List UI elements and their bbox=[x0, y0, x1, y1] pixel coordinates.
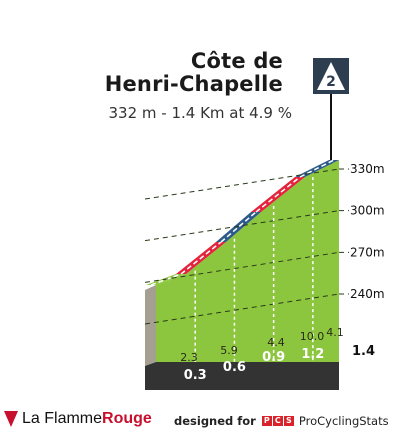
gradient-labels: 2.3 5.9 4.4 10.0 4.1 bbox=[180, 326, 344, 364]
profile-side bbox=[145, 285, 156, 366]
grid-line bbox=[144, 210, 340, 242]
climb-name-line2: Henri-Chapelle bbox=[104, 72, 283, 96]
gradient-label: 2.3 bbox=[180, 351, 198, 364]
y-tick-label: 330m bbox=[350, 162, 385, 176]
distance-marker-lines bbox=[194, 177, 314, 362]
distance-label: 0.3 bbox=[184, 368, 207, 383]
distance-labels: 0.3 0.6 0.9 1.2 bbox=[184, 347, 325, 383]
brand-suffix: Rouge bbox=[102, 410, 152, 427]
pcs-logo-icon: P C S bbox=[261, 416, 295, 426]
pcs-letter-s: S bbox=[283, 416, 294, 426]
category-number: 2 bbox=[326, 74, 336, 90]
stripe-centerline bbox=[255, 176, 301, 213]
la-flamme-rouge-logo: La FlammeRouge bbox=[4, 410, 152, 428]
gradient-label: 5.9 bbox=[220, 344, 238, 357]
grid-line bbox=[144, 251, 340, 283]
y-axis: 330m 300m 270m 240m bbox=[350, 162, 385, 301]
brand-name: La FlammeRouge bbox=[22, 410, 152, 428]
ground-base bbox=[145, 362, 339, 390]
stripe-centerline bbox=[150, 273, 182, 286]
gradient-label: 4.4 bbox=[267, 336, 285, 349]
pcs-letter-c: C bbox=[272, 416, 283, 426]
climb-name-line1: Côte de bbox=[190, 49, 283, 73]
total-distance-label: 1.4 bbox=[352, 344, 375, 359]
pcs-name: ProCyclingStats bbox=[298, 414, 389, 428]
brand-prefix: La Flamme bbox=[22, 410, 103, 427]
profile-top-stripe bbox=[146, 159, 339, 286]
pcs-letter-p: P bbox=[261, 416, 272, 426]
grid-lines bbox=[144, 168, 349, 325]
profile-area bbox=[156, 160, 339, 362]
designed-for-credit: designed for P C S ProCyclingStats bbox=[174, 414, 389, 428]
flag-icon bbox=[4, 411, 18, 427]
climb-subtitle: 332 m - 1.4 Km at 4.9 % bbox=[108, 104, 292, 122]
distance-label: 0.6 bbox=[223, 360, 246, 375]
stripe-centerline bbox=[180, 241, 222, 275]
distance-label: 0.9 bbox=[262, 350, 285, 365]
y-tick-label: 240m bbox=[350, 287, 385, 301]
y-tick-label: 300m bbox=[350, 204, 385, 218]
gradient-label: 10.0 bbox=[300, 330, 325, 343]
y-tick-label: 270m bbox=[350, 245, 385, 259]
stripe-segment bbox=[216, 212, 261, 242]
grid-line bbox=[144, 293, 340, 325]
mountain-icon bbox=[317, 62, 345, 90]
distance-label: 1.2 bbox=[301, 347, 324, 362]
designed-for-label: designed for bbox=[174, 414, 256, 428]
grid-line bbox=[144, 168, 340, 200]
gradient-label: 4.1 bbox=[326, 326, 344, 339]
stripe-centerline bbox=[299, 159, 335, 178]
